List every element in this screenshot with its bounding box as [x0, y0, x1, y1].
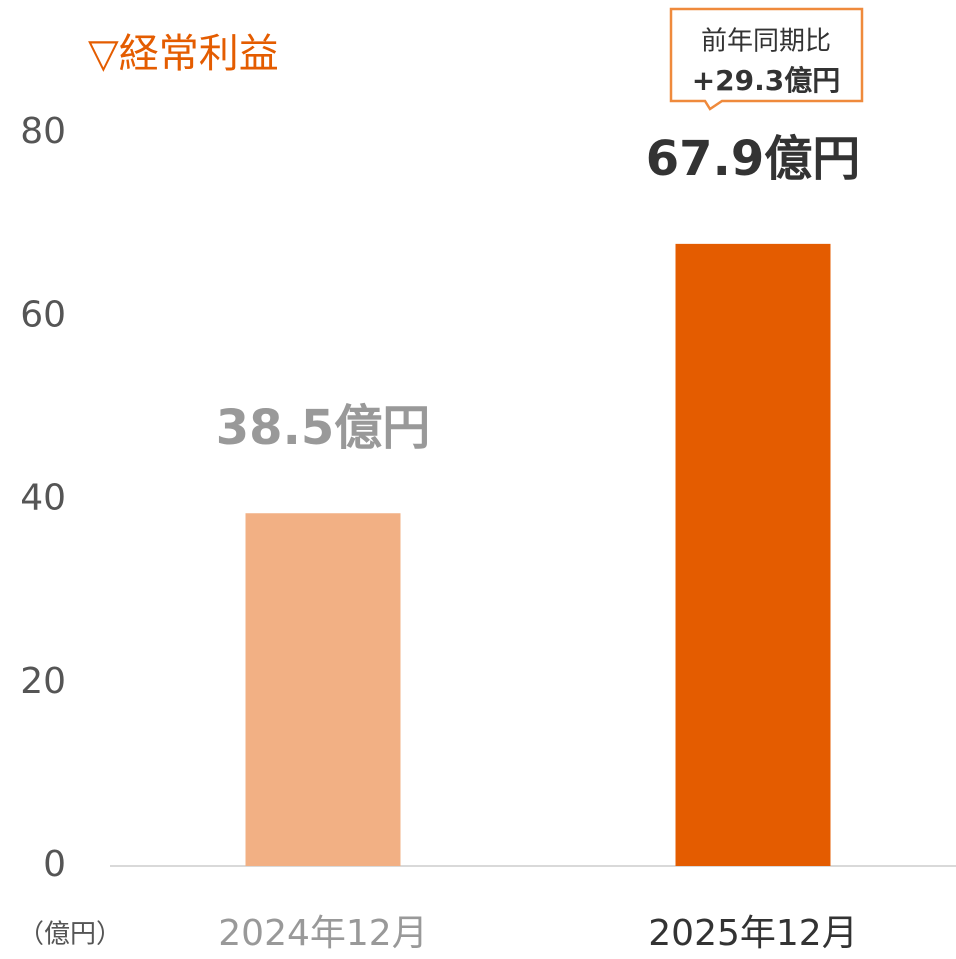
y-tick-label: 40: [20, 478, 66, 519]
callout-text: +29.3億円: [692, 64, 841, 97]
y-unit-label: （億円）: [18, 920, 122, 950]
x-tick-label: 2025年12月: [648, 913, 857, 954]
y-tick-label: 0: [43, 844, 66, 885]
bar: [245, 513, 401, 866]
callout-box: [669, 7, 864, 111]
y-tick-label: 20: [20, 661, 66, 702]
callout-label: 前年同期比: [701, 27, 831, 57]
value-label: 67.9億円: [646, 131, 860, 187]
y-tick-label: 80: [20, 111, 66, 152]
value-label: 38.5億円: [216, 400, 430, 456]
chart-title: ▽経常利益: [88, 31, 279, 77]
callout: 前年同期比 +29.3億円: [669, 7, 864, 111]
x-tick-label: 2024年12月: [218, 913, 427, 954]
bar: [675, 243, 831, 866]
y-tick-label: 60: [20, 294, 66, 335]
